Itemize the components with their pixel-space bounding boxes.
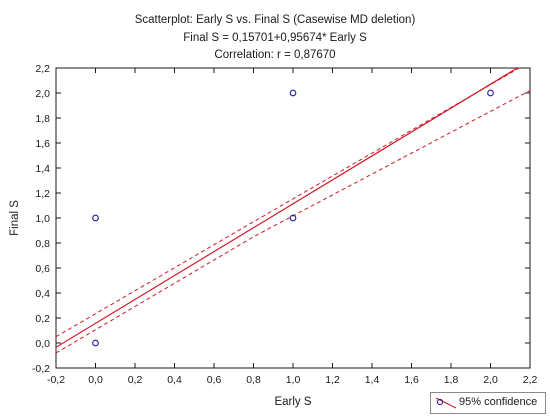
x-tick-label: 1,8 — [444, 374, 459, 386]
x-tick-label: 2,2 — [523, 374, 538, 386]
data-points — [92, 89, 494, 347]
y-tick-label: 2,2 — [35, 63, 50, 75]
confidence-bound-lower — [56, 90, 530, 354]
confidence-bound-upper — [56, 68, 521, 338]
correlation-label: Correlation: r = 0,87670 — [214, 49, 336, 61]
x-tick-label: 1,6 — [404, 374, 419, 386]
y-tick-label: 1,0 — [35, 213, 50, 225]
legend: 95% confidence — [430, 392, 546, 414]
y-tick-label: 1,6 — [35, 138, 50, 150]
y-tick-label: 2,0 — [35, 88, 50, 100]
x-axis: -0,2 0,0 0,2 0,4 0,6 0,8 1,0 1,2 1,4 1,6 1,8 2,0 2,2 — [47, 68, 537, 386]
regression-line — [56, 68, 519, 348]
x-tick-label: 0,0 — [88, 374, 103, 386]
data-point — [487, 89, 494, 97]
legend-label: 95% confidence — [459, 396, 538, 408]
data-point — [92, 214, 99, 222]
y-tick-label: 0,2 — [35, 313, 50, 325]
x-tick-label: 0,2 — [128, 374, 143, 386]
y-tick-label: 0,4 — [35, 288, 50, 300]
y-tick-label: 1,8 — [35, 113, 50, 125]
x-tick-label: 1,4 — [365, 374, 380, 386]
x-tick-label: 1,0 — [286, 374, 301, 386]
y-tick-label: -0,2 — [32, 363, 50, 375]
plot-frame — [55, 67, 531, 369]
x-axis-title: Early S — [274, 396, 311, 408]
data-point — [289, 89, 297, 97]
y-tick-label: 0,0 — [35, 338, 50, 350]
y-tick-label: 0,6 — [35, 263, 50, 275]
data-point — [289, 214, 297, 222]
y-tick-label: 1,4 — [35, 163, 50, 175]
y-axis-title: Final S — [9, 200, 21, 236]
y-tick-label: 1,2 — [35, 188, 50, 200]
x-tick-label: -0,2 — [47, 374, 65, 386]
chart-title: Scatterplot: Early S vs. Final S (Casewi… — [134, 14, 416, 26]
legend-swatch — [435, 397, 457, 409]
regression-line-group — [56, 68, 519, 348]
x-tick-label: 0,8 — [246, 374, 261, 386]
x-tick-label: 0,6 — [207, 374, 222, 386]
x-tick-label: 2,0 — [483, 374, 498, 386]
confidence-band — [56, 68, 530, 354]
data-point — [92, 339, 99, 347]
regression-equation: Final S = 0,15701+0,95674* Early S — [183, 32, 367, 44]
x-tick-label: 1,2 — [325, 374, 340, 386]
x-tick-label: 0,4 — [167, 374, 182, 386]
y-tick-label: 0,8 — [35, 238, 50, 250]
y-axis: -0,2 0,0 0,2 0,4 0,6 0,8 1,0 1,2 1,4 1,6 1,8 2,0 2,2 — [32, 63, 530, 375]
